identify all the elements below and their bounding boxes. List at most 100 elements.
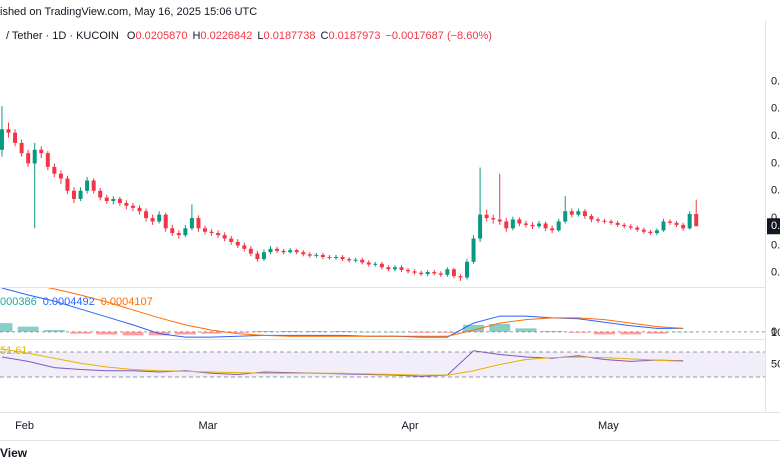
band-fill: [0, 352, 765, 377]
histogram-bar: [17, 326, 39, 332]
candle-body: [582, 211, 587, 217]
candle-body: [353, 259, 358, 261]
candle-body: [569, 211, 574, 215]
candle-body: [248, 248, 253, 254]
indicator-line: [1, 348, 684, 376]
candle-body: [648, 231, 653, 234]
candle-body: [235, 241, 240, 246]
candle-body: [609, 221, 614, 223]
candle-body: [530, 224, 535, 227]
histogram-bar: [646, 331, 668, 334]
candle-body: [242, 245, 247, 249]
candle-body: [268, 248, 273, 253]
histogram-bar: [489, 323, 511, 332]
candle-body: [189, 218, 194, 229]
candle-body: [294, 250, 299, 253]
candle-body: [111, 198, 116, 201]
histogram-bar: [227, 331, 249, 333]
y-tick-label: 0.024000: [771, 185, 780, 197]
candle-body: [491, 218, 496, 220]
candle-body: [406, 269, 411, 272]
candle-body: [39, 149, 44, 154]
ohlc-value: 0.0187973: [328, 30, 380, 42]
candle-body: [203, 228, 208, 232]
candle-body: [307, 254, 312, 256]
candle-body: [471, 238, 476, 262]
candle-body: [451, 269, 456, 277]
x-tick-label: Apr: [401, 420, 418, 432]
candle-body: [170, 228, 175, 234]
candle-body: [130, 205, 135, 208]
candle-body: [373, 263, 378, 265]
y-tick-label: 50: [771, 358, 780, 370]
y-tick-label: 0: [771, 326, 777, 338]
histogram-bar: [463, 324, 485, 332]
change: −0.0017687 (−8.60%): [385, 30, 491, 42]
candle-body: [360, 259, 365, 263]
candle-body: [85, 180, 90, 191]
legend-value: 0.0004492: [43, 296, 95, 308]
candle-body: [497, 219, 502, 222]
candle-body: [694, 213, 699, 227]
ohlc-key: H: [192, 30, 200, 42]
indicator-line: [47, 288, 684, 337]
y-tick-label: 100: [771, 327, 780, 339]
candle-body: [687, 213, 692, 229]
y-tick-label: 0.036000: [771, 103, 780, 115]
candle-body: [320, 254, 325, 257]
candle-body: [576, 211, 581, 215]
candle-body: [78, 190, 83, 199]
histogram-bar: [515, 328, 537, 332]
ohlc-key: L: [257, 30, 263, 42]
histogram-bar: [567, 331, 589, 333]
histogram-bar: [96, 331, 118, 335]
histogram-bar: [436, 331, 458, 333]
candle-body: [288, 250, 293, 253]
candle-body: [399, 267, 404, 270]
candle-body: [478, 214, 483, 239]
candle-body: [458, 276, 463, 278]
candle-body: [0, 129, 4, 150]
candle-body: [674, 222, 679, 225]
candle-body: [157, 214, 162, 222]
histogram-bar: [332, 330, 354, 332]
candle-body: [432, 272, 437, 274]
y-tick-label: 0.012000: [771, 267, 780, 279]
y-tick-label: 0.032000: [771, 130, 780, 142]
histogram-bar: [122, 331, 144, 336]
legend-value: 000386: [0, 296, 37, 308]
candle-body: [137, 207, 142, 212]
macd-pane: [0, 288, 765, 338]
candle-body: [661, 221, 666, 231]
candle-body: [563, 211, 568, 222]
candle-body: [26, 153, 31, 164]
histogram-bar: [410, 331, 432, 333]
candle-body: [209, 231, 214, 234]
candle-body: [504, 221, 509, 229]
candle-body: [72, 190, 77, 199]
candle-body: [13, 132, 18, 143]
histogram-bar: [0, 323, 13, 332]
candle-body: [176, 233, 181, 236]
candle-body: [163, 214, 168, 229]
candle-body: [144, 211, 149, 219]
candle-body: [589, 216, 594, 220]
candle-body: [327, 256, 332, 258]
candle-body: [392, 267, 397, 270]
y-tick-label: 0.016000: [771, 239, 780, 251]
candle-body: [523, 223, 528, 225]
candle-body: [412, 271, 417, 273]
histogram-bar: [672, 331, 694, 333]
candle-body: [340, 256, 345, 260]
candle-body: [32, 149, 37, 164]
histogram-bar: [594, 331, 616, 335]
candle-body: [386, 267, 391, 270]
candle-body: [314, 254, 319, 256]
ohlc-key: O: [127, 30, 136, 42]
candle-body: [98, 190, 103, 198]
candle-body: [622, 224, 627, 227]
last-price-box: [767, 218, 780, 235]
candle-body: [281, 250, 286, 253]
candle-body: [183, 228, 188, 236]
